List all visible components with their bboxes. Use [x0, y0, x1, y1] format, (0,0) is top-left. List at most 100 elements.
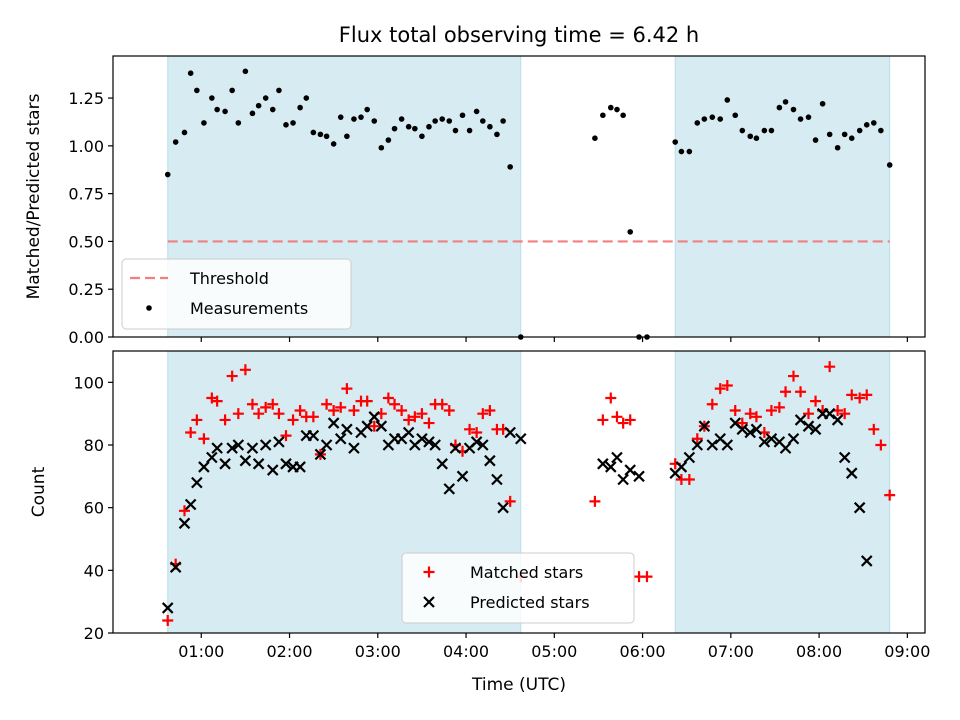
- predicted-star-point: [436, 458, 448, 470]
- predicted-star-point: [423, 436, 435, 448]
- y-tick-label: 100: [73, 373, 104, 392]
- measurement-point: [181, 129, 188, 136]
- matched-star-point: [744, 408, 756, 420]
- matched-star-point: [226, 370, 238, 382]
- matched-star-point: [280, 430, 292, 442]
- measurement-point: [627, 229, 634, 235]
- measurement-point: [209, 95, 215, 101]
- y-tick-label: 0.25: [68, 280, 104, 299]
- predicted-star-point: [706, 439, 719, 451]
- predicted-star-point: [375, 420, 388, 432]
- measurement-point: [826, 131, 833, 138]
- night-band-1: [674, 55, 891, 338]
- predicted-star-point: [191, 476, 203, 489]
- matched-star-point: [471, 426, 483, 438]
- measurement-point: [834, 144, 841, 151]
- legend-label: Threshold: [189, 269, 269, 288]
- predicted-star-point: [449, 442, 462, 454]
- predicted-star-point: [252, 458, 265, 470]
- matched-star-point: [321, 398, 333, 410]
- matched-star-point: [861, 389, 873, 401]
- predicted-star-point: [605, 461, 617, 473]
- measurement-point: [797, 116, 804, 122]
- matched-star-point: [423, 417, 435, 429]
- measurement-point: [805, 114, 812, 120]
- predicted-star-point: [368, 411, 381, 423]
- matched-star-point: [335, 401, 347, 413]
- matched-star-point: [611, 411, 623, 423]
- measurement-point: [405, 123, 412, 130]
- y-tick-label: 40: [84, 561, 104, 580]
- matched-star-point: [846, 389, 858, 401]
- matched-star-point: [589, 495, 601, 507]
- predicted-star-point: [320, 439, 333, 451]
- measurement-point: [480, 118, 486, 124]
- predicted-star-point: [169, 561, 182, 573]
- matched-star-point: [605, 392, 617, 404]
- measurement-point: [466, 127, 473, 134]
- measurement-point: [364, 106, 370, 113]
- measurement-point: [378, 144, 385, 151]
- measurement-point: [878, 127, 884, 134]
- predicted-star-point: [484, 454, 496, 467]
- predicted-star-point: [161, 602, 174, 614]
- x-axis-label: Time (UTC): [471, 675, 566, 695]
- predicted-star-point: [307, 429, 320, 442]
- predicted-star-point: [477, 439, 489, 451]
- measurement-point: [371, 118, 378, 124]
- measurement-point: [358, 114, 364, 120]
- y-tick-label: 0.00: [68, 328, 104, 347]
- matched-star-point: [504, 495, 516, 507]
- matched-star-point: [706, 398, 718, 410]
- measurement-point: [620, 112, 626, 119]
- measurement-point: [426, 123, 432, 130]
- matched-star-point: [436, 398, 448, 410]
- measurement-point: [812, 137, 819, 143]
- y-tick-label: 0.50: [68, 232, 104, 251]
- predicted-star-point: [831, 414, 844, 426]
- matched-star-point: [416, 408, 428, 420]
- measurement-point: [249, 110, 256, 117]
- matched-star-point: [750, 411, 762, 423]
- measurement-point: [194, 87, 200, 94]
- measurement-point: [310, 129, 317, 136]
- measurement-point: [724, 97, 731, 103]
- x-tick-label: 08:00: [796, 642, 842, 661]
- predicted-star-point: [341, 423, 353, 436]
- matched-star-point: [219, 414, 231, 426]
- predicted-star-point: [691, 439, 704, 451]
- matched-star-point: [683, 473, 695, 485]
- matched-star-point: [787, 370, 799, 382]
- measurement-point: [255, 102, 262, 109]
- matched-star-point: [714, 383, 726, 395]
- matched-star-point: [211, 395, 223, 407]
- matched-star-point: [691, 433, 703, 445]
- predicted-star-point: [219, 458, 231, 470]
- matched-star-point: [294, 405, 306, 417]
- y-tick-label: 1.00: [68, 137, 104, 156]
- matched-star-point: [484, 405, 496, 417]
- x-tick-label: 05:00: [531, 642, 577, 661]
- measurement-point: [330, 141, 337, 147]
- legend-marker-measurements: [146, 305, 152, 311]
- predicted-star-point: [802, 420, 815, 432]
- matched-star-point: [597, 414, 609, 426]
- matched-star-point: [273, 408, 285, 420]
- predicted-star-point: [416, 432, 428, 445]
- predicted-star-point: [239, 454, 252, 467]
- matched-star-point: [409, 411, 421, 423]
- measurement-point: [500, 118, 506, 124]
- matched-star-point: [839, 408, 851, 420]
- matched-star-point: [810, 395, 822, 407]
- matched-star-point: [884, 489, 896, 501]
- predicted-star-point: [206, 451, 218, 464]
- matched-star-point: [253, 408, 265, 420]
- legend-label: Measurements: [190, 299, 308, 318]
- plot-frame: [112, 55, 926, 338]
- measurement-point: [432, 118, 438, 124]
- measurement-point: [214, 106, 220, 113]
- matched-star-point: [239, 364, 251, 376]
- matched-star-point: [328, 405, 340, 417]
- measurement-point: [753, 135, 760, 141]
